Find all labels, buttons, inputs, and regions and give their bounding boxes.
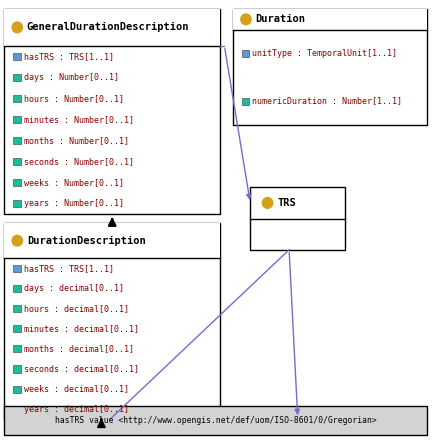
FancyBboxPatch shape — [13, 74, 21, 81]
FancyBboxPatch shape — [13, 325, 21, 332]
Text: weeks : Number[0..1]: weeks : Number[0..1] — [24, 178, 124, 187]
FancyBboxPatch shape — [13, 365, 21, 372]
FancyBboxPatch shape — [13, 200, 21, 207]
FancyBboxPatch shape — [13, 137, 21, 144]
Circle shape — [241, 14, 251, 25]
FancyBboxPatch shape — [4, 9, 220, 46]
FancyBboxPatch shape — [13, 305, 21, 312]
FancyBboxPatch shape — [13, 265, 21, 272]
Text: minutes : decimal[0..1]: minutes : decimal[0..1] — [24, 324, 139, 333]
FancyBboxPatch shape — [13, 158, 21, 165]
FancyBboxPatch shape — [13, 179, 21, 186]
Text: weeks : decimal[0..1]: weeks : decimal[0..1] — [24, 384, 129, 393]
FancyBboxPatch shape — [13, 345, 21, 352]
Text: seconds : Number[0..1]: seconds : Number[0..1] — [24, 157, 134, 166]
FancyBboxPatch shape — [13, 285, 21, 292]
Circle shape — [12, 22, 22, 33]
FancyBboxPatch shape — [4, 223, 220, 258]
FancyBboxPatch shape — [4, 223, 220, 419]
FancyBboxPatch shape — [242, 98, 249, 105]
FancyBboxPatch shape — [13, 53, 21, 60]
FancyBboxPatch shape — [4, 406, 427, 435]
Text: hasTRS : TRS[1..1]: hasTRS : TRS[1..1] — [24, 52, 114, 61]
Text: hasTRS value <http://www.opengis.net/def/uom/ISO-8601/0/Gregorian>: hasTRS value <http://www.opengis.net/def… — [55, 416, 377, 425]
Text: numericDuration : Number[1..1]: numericDuration : Number[1..1] — [253, 97, 403, 106]
Text: seconds : decimal[0..1]: seconds : decimal[0..1] — [24, 364, 139, 373]
FancyBboxPatch shape — [4, 9, 220, 214]
FancyBboxPatch shape — [233, 9, 427, 125]
Text: GeneralDurationDescription: GeneralDurationDescription — [27, 22, 189, 33]
Text: Duration: Duration — [256, 14, 305, 25]
FancyBboxPatch shape — [13, 95, 21, 102]
FancyBboxPatch shape — [13, 385, 21, 392]
Circle shape — [12, 235, 22, 246]
Text: unitType : TemporalUnit[1..1]: unitType : TemporalUnit[1..1] — [253, 49, 397, 58]
FancyBboxPatch shape — [250, 187, 345, 250]
Text: years : decimal[0..1]: years : decimal[0..1] — [24, 405, 129, 414]
Text: hours : Number[0..1]: hours : Number[0..1] — [24, 94, 124, 103]
Text: years : Number[0..1]: years : Number[0..1] — [24, 199, 124, 208]
Text: months : Number[0..1]: months : Number[0..1] — [24, 136, 129, 145]
FancyBboxPatch shape — [13, 405, 21, 413]
Text: minutes : Number[0..1]: minutes : Number[0..1] — [24, 115, 134, 124]
Text: months : decimal[0..1]: months : decimal[0..1] — [24, 344, 134, 353]
Text: DurationDescription: DurationDescription — [27, 235, 146, 246]
FancyBboxPatch shape — [13, 116, 21, 123]
Circle shape — [262, 198, 273, 208]
FancyBboxPatch shape — [242, 50, 249, 57]
Text: days : decimal[0..1]: days : decimal[0..1] — [24, 284, 124, 293]
FancyBboxPatch shape — [233, 9, 427, 30]
Text: TRS: TRS — [277, 198, 296, 208]
Text: days : Number[0..1]: days : Number[0..1] — [24, 73, 119, 82]
Text: hasTRS : TRS[1..1]: hasTRS : TRS[1..1] — [24, 264, 114, 273]
Text: hours : decimal[0..1]: hours : decimal[0..1] — [24, 304, 129, 313]
